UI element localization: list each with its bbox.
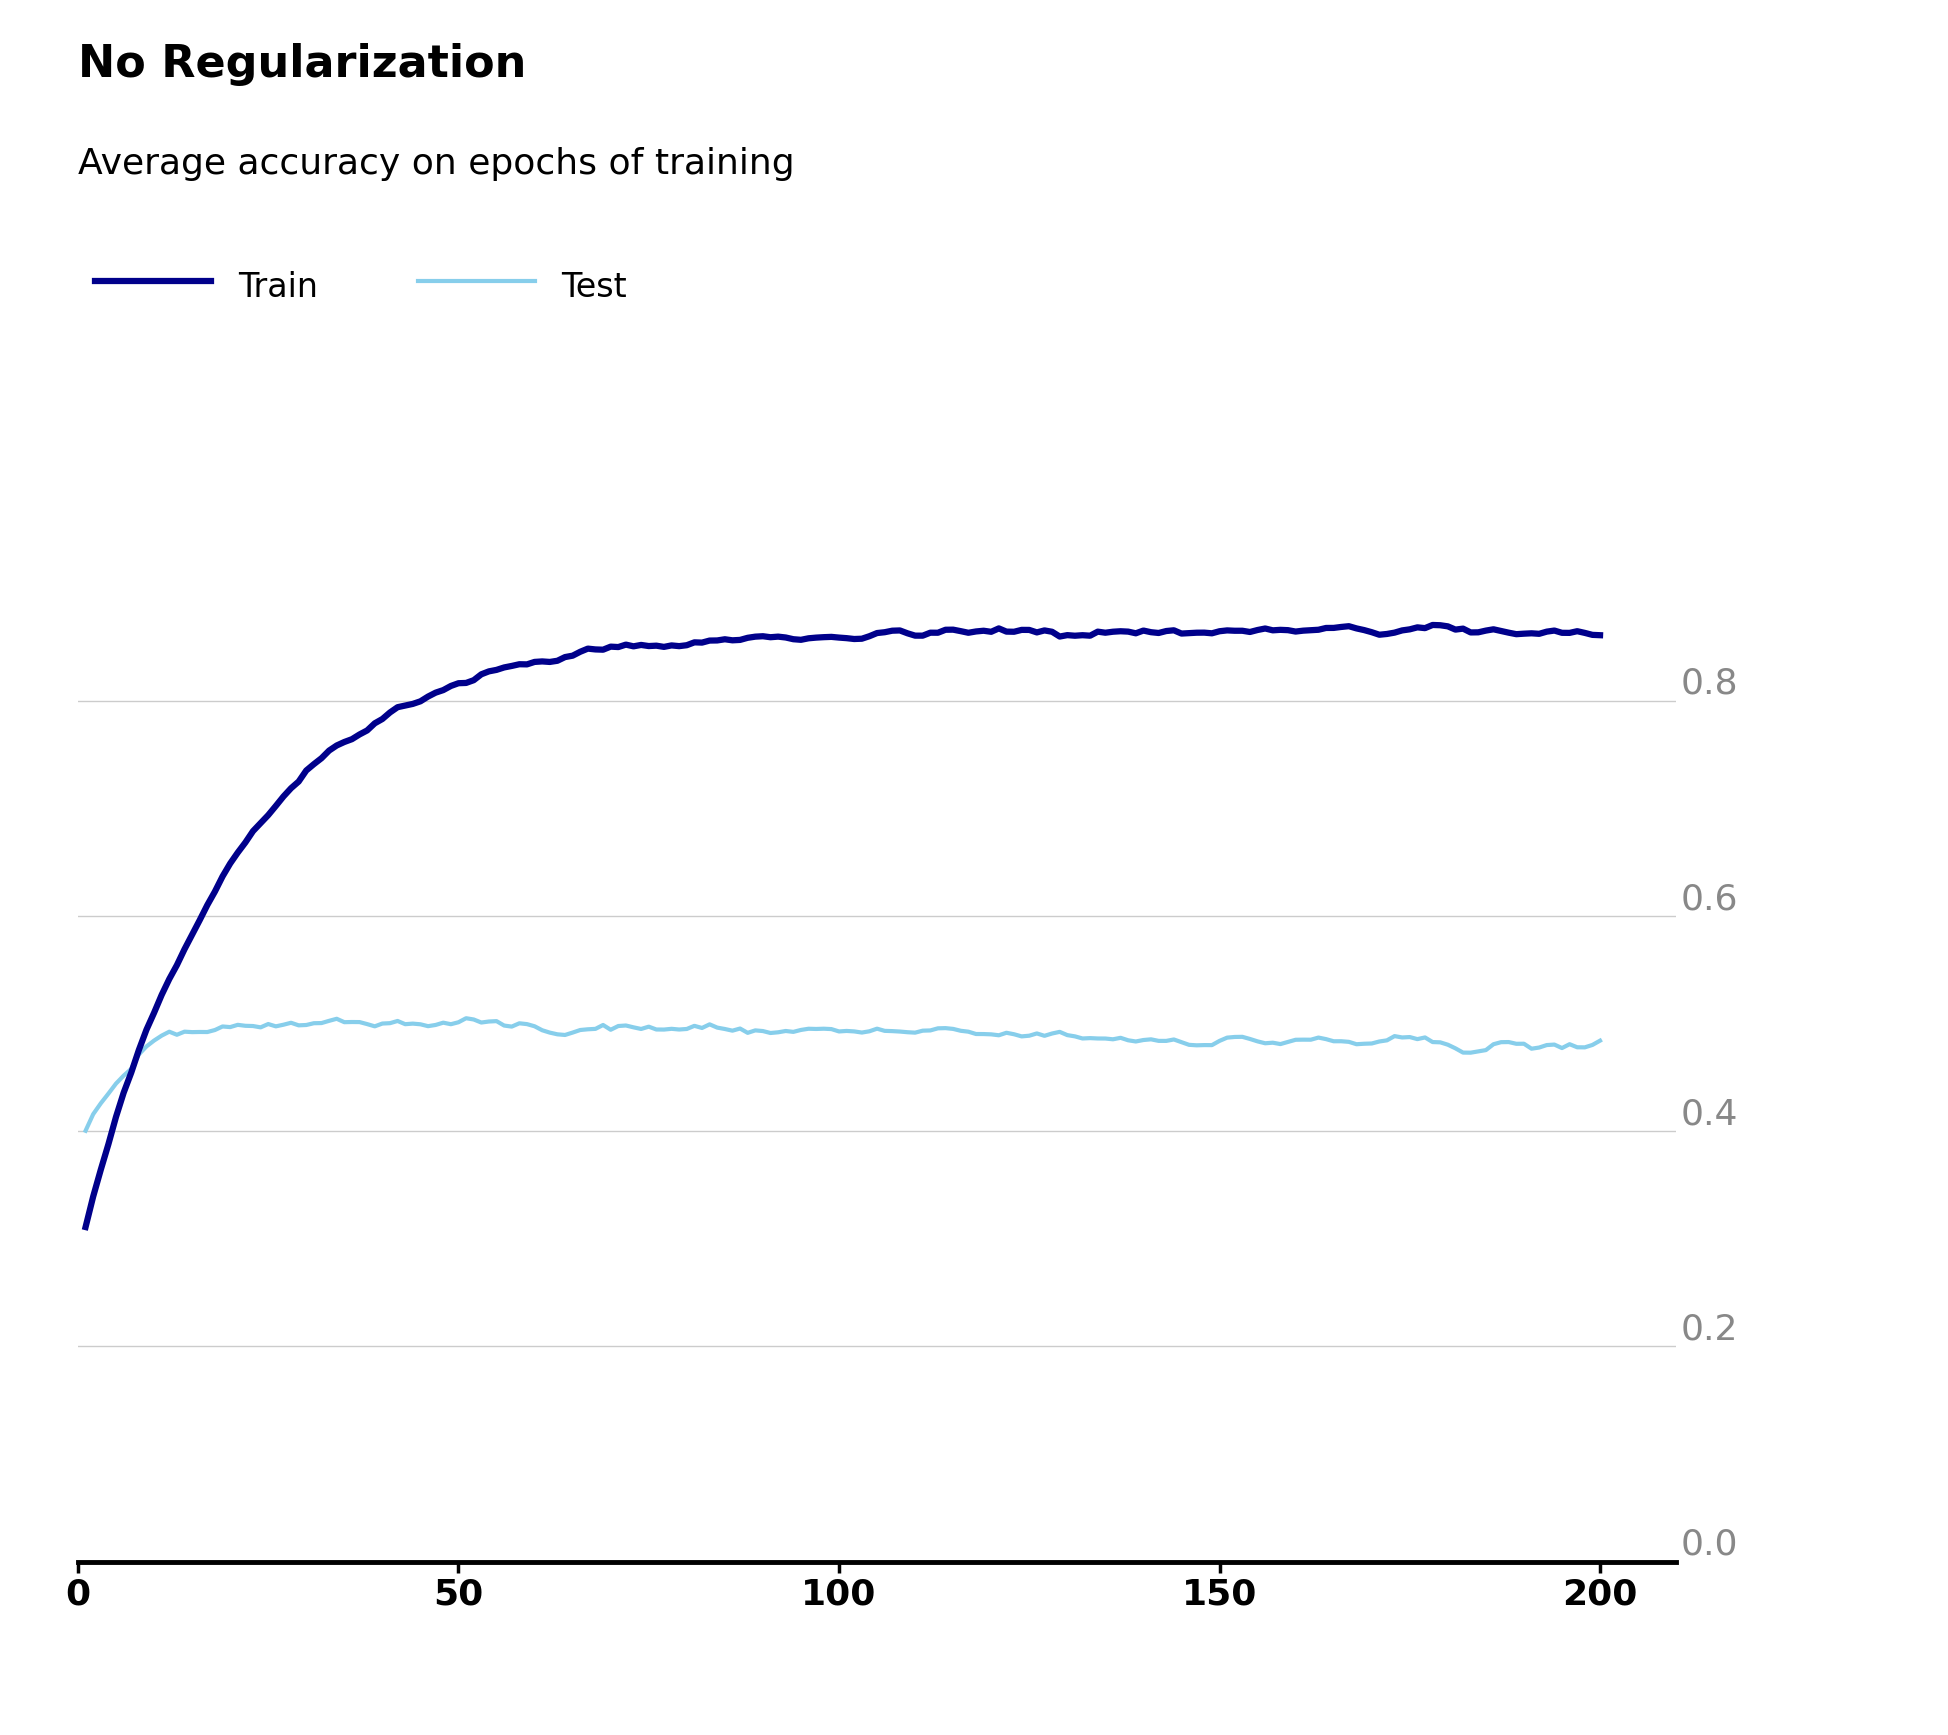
Line: Train: Train [86,625,1599,1227]
Train [1519,623,1543,644]
Test [1519,1038,1543,1058]
Test [1465,1041,1488,1062]
Train [1420,614,1443,635]
Test [166,1024,189,1044]
Test [485,1012,508,1032]
Test [1588,1031,1611,1051]
Legend: Train, Test: Train, Test [95,265,627,307]
Train [477,661,501,682]
Test [74,1121,97,1142]
Test [454,1008,477,1029]
Train [134,1020,158,1041]
Test [355,1013,378,1034]
Text: Average accuracy on epochs of training: Average accuracy on epochs of training [78,147,795,182]
Train [355,720,378,741]
Test [134,1036,158,1057]
Train [74,1216,97,1237]
Train [1588,625,1611,645]
Text: No Regularization: No Regularization [78,43,526,87]
Line: Test: Test [86,1018,1599,1131]
Train [166,954,189,975]
Train [1465,621,1488,642]
